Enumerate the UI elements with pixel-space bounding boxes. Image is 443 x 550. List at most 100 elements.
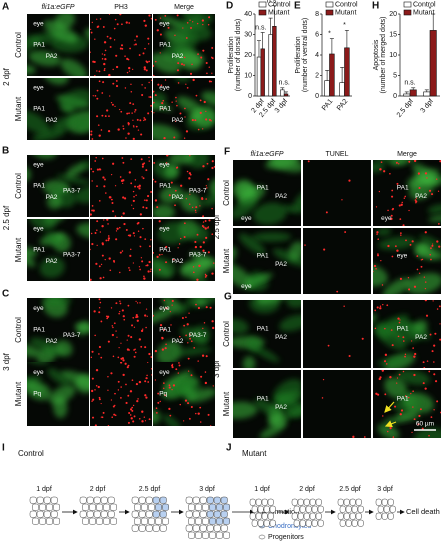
row-label: Control xyxy=(14,317,23,343)
signal-dot xyxy=(402,336,405,339)
signal-dot xyxy=(397,317,400,320)
signal-dot xyxy=(130,248,132,251)
signal-dot xyxy=(154,379,157,381)
signal-dot xyxy=(380,161,383,163)
signal-dot xyxy=(136,185,139,188)
cell xyxy=(79,510,87,518)
signal-dot xyxy=(126,339,128,341)
cell xyxy=(100,510,108,518)
signal-dot xyxy=(199,111,202,114)
signal-dot xyxy=(396,249,399,252)
y-tick-label: 4 xyxy=(315,52,319,59)
signal-dot xyxy=(344,231,347,234)
signal-dot xyxy=(361,337,364,340)
gfp-signal xyxy=(153,257,176,279)
cell xyxy=(192,524,200,532)
legend-label: Control xyxy=(335,1,358,8)
signal-dot xyxy=(436,240,439,243)
signal-dot xyxy=(125,228,128,231)
image-content xyxy=(153,155,215,217)
signal-dot xyxy=(154,60,157,63)
signal-dot xyxy=(195,412,197,415)
signal-dot xyxy=(199,421,202,423)
signal-dot xyxy=(424,231,427,234)
signal-dot xyxy=(428,370,431,373)
cell xyxy=(202,517,209,525)
signal-dot xyxy=(201,225,204,228)
signal-dot xyxy=(197,128,200,131)
signal-dot xyxy=(105,315,108,318)
signal-dot xyxy=(196,22,199,25)
bar xyxy=(344,47,350,97)
signal-dot xyxy=(162,328,166,332)
gfp-signal xyxy=(267,413,288,428)
gfp-signal xyxy=(279,314,301,332)
signal-dot xyxy=(404,395,407,397)
signal-dot xyxy=(174,204,176,207)
signal-dot xyxy=(396,382,398,384)
signal-dot xyxy=(144,199,146,201)
signal-dot xyxy=(132,199,135,202)
signal-dot xyxy=(185,37,188,39)
signal-dot xyxy=(178,243,181,245)
cell xyxy=(93,510,101,518)
signal-dot xyxy=(197,306,201,310)
signal-dot xyxy=(161,337,164,340)
structure-label: eye xyxy=(33,305,44,312)
signal-dot xyxy=(143,119,145,122)
signal-dot xyxy=(128,267,130,269)
signal-dot xyxy=(131,204,133,206)
signal-dot xyxy=(201,197,204,201)
signal-dot xyxy=(404,355,406,358)
signal-dot xyxy=(164,79,167,81)
signal-dot xyxy=(163,299,166,302)
signal-dot xyxy=(129,408,133,411)
signal-dot xyxy=(127,304,130,307)
gfp-signal xyxy=(419,235,441,250)
gfp-signal xyxy=(254,398,282,417)
signal-dot xyxy=(146,61,149,64)
signal-dot xyxy=(129,414,132,416)
cell xyxy=(267,512,274,520)
cell xyxy=(46,503,53,511)
signal-dot xyxy=(151,79,152,81)
gfp-signal xyxy=(180,258,214,272)
signal-dot xyxy=(130,90,133,93)
signal-dot xyxy=(141,84,143,86)
gfp-signal xyxy=(164,164,180,178)
signal-dot xyxy=(112,82,115,85)
signal-dot xyxy=(321,397,324,399)
signal-dot xyxy=(155,407,158,410)
cell xyxy=(293,505,300,513)
signal-dot xyxy=(135,35,138,38)
gfp-signal xyxy=(56,174,89,185)
gfp-signal xyxy=(32,127,66,140)
cell xyxy=(317,505,324,513)
signal-dot xyxy=(110,372,113,375)
gfp-signal xyxy=(59,88,89,111)
cell xyxy=(53,517,60,525)
signal-dot xyxy=(186,21,189,24)
image-content xyxy=(27,219,89,278)
signal-dot xyxy=(171,389,173,391)
cell xyxy=(309,512,316,520)
signal-dot xyxy=(391,255,394,258)
signal-dot xyxy=(158,268,161,271)
signal-dot xyxy=(103,41,107,44)
signal-dot xyxy=(374,309,377,312)
cell xyxy=(148,503,155,511)
cell xyxy=(89,503,96,511)
signal-dot xyxy=(424,172,428,175)
legend-swatch xyxy=(325,9,334,16)
signal-dot xyxy=(202,23,204,26)
signal-dot xyxy=(132,207,135,210)
signal-dot xyxy=(405,239,407,242)
signal-dot xyxy=(132,125,135,127)
gfp-signal xyxy=(428,214,441,222)
signal-dot xyxy=(165,245,168,248)
signal-dot xyxy=(163,387,165,390)
signal-dot xyxy=(107,340,110,343)
cell xyxy=(389,505,396,513)
cell xyxy=(93,496,101,504)
signal-dot xyxy=(126,348,130,351)
